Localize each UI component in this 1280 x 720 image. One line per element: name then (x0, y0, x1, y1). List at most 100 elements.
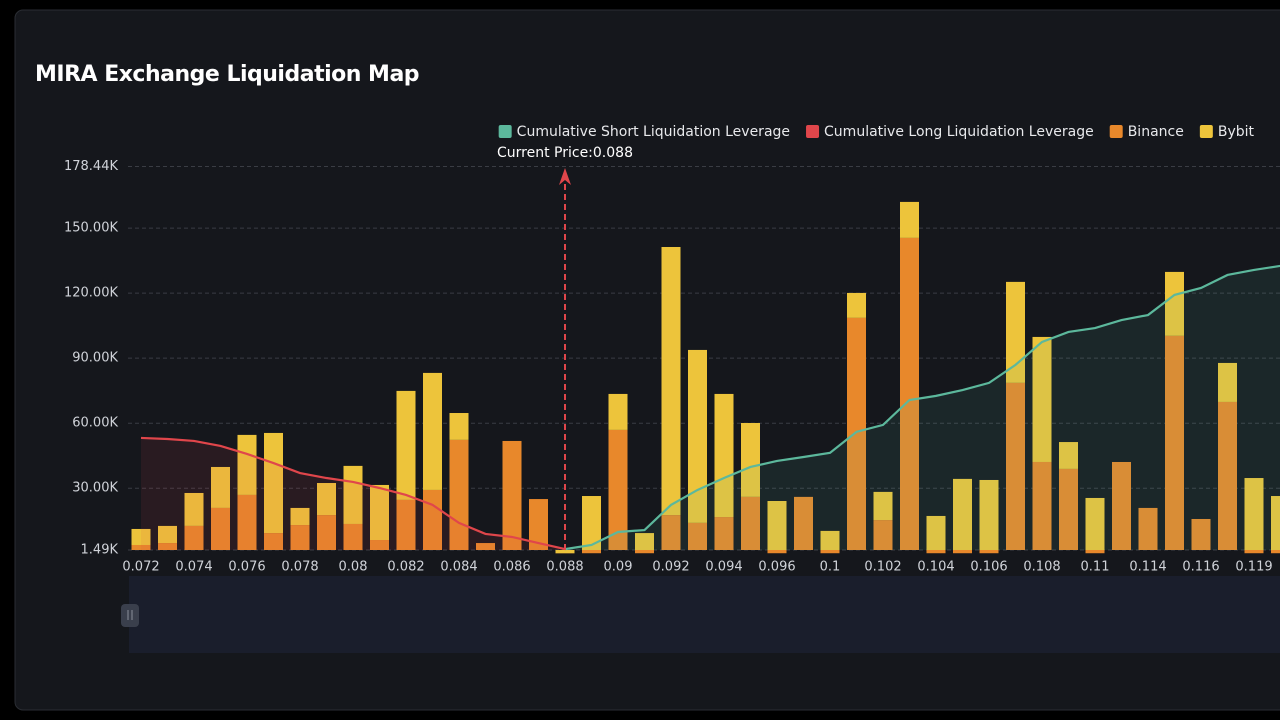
bar (1059, 468, 1078, 550)
bar (131, 528, 151, 545)
bar (211, 507, 230, 550)
x-tick-label: 0.1 (820, 560, 841, 575)
bar (396, 499, 416, 550)
bar (423, 372, 442, 490)
x-tick-label: 0.088 (546, 560, 583, 575)
bar (953, 550, 972, 554)
bar (635, 533, 654, 550)
bar (1244, 478, 1264, 550)
bar (873, 491, 893, 521)
bar (343, 523, 363, 550)
legend-label: Binance (1128, 124, 1184, 140)
x-tick-label: 0.09 (604, 560, 633, 575)
line-area (141, 437, 565, 550)
bar (608, 393, 628, 430)
bar (264, 432, 283, 534)
x-tick-label: 0.106 (970, 560, 1007, 575)
bar (873, 520, 893, 550)
bar (688, 349, 707, 523)
legend-swatch (1199, 125, 1213, 138)
y-tick-label: 60.00K (72, 416, 118, 431)
bar (688, 522, 707, 550)
bar (317, 483, 336, 516)
x-tick-label: 0.11 (1081, 560, 1110, 575)
bar (1006, 382, 1025, 550)
bar (158, 543, 177, 550)
bar (317, 515, 336, 550)
bar (1244, 550, 1264, 554)
bar (158, 525, 177, 544)
y-tick-label: 30.00K (72, 481, 118, 496)
bar (131, 544, 151, 550)
x-tick-label: 0.08 (339, 560, 368, 575)
y-tick-label: 90.00K (72, 351, 118, 366)
slider-handle[interactable] (121, 604, 139, 627)
x-tick-label: 0.084 (440, 560, 477, 575)
bar (741, 496, 760, 550)
legend-label: Bybit (1218, 124, 1255, 140)
line (140, 436, 566, 551)
bar (1006, 281, 1025, 383)
x-tick-label: 0.102 (864, 560, 901, 575)
legend-swatch (806, 125, 820, 138)
bar (1059, 442, 1078, 469)
legend: Bybit Binance Cumulative Long Liquidation … (498, 124, 1255, 140)
bar (1191, 518, 1211, 550)
bar (926, 515, 946, 550)
bar (820, 530, 840, 550)
x-tick-label: 0.092 (652, 560, 689, 575)
bar (635, 550, 654, 554)
line (564, 264, 1280, 551)
bar (582, 550, 601, 554)
bar (290, 507, 310, 526)
y-tick-label: 150.00K (64, 221, 118, 236)
x-tick-label: 0.082 (387, 560, 424, 575)
bar (661, 246, 681, 516)
current-price-arrow (559, 168, 571, 185)
bar (184, 492, 204, 526)
x-tick-label: 0.104 (917, 560, 954, 575)
bar (741, 422, 760, 497)
bar (582, 496, 601, 550)
x-tick-label: 0.116 (1182, 560, 1219, 575)
bar (794, 496, 813, 550)
y-tick-label: 120.00K (64, 286, 118, 301)
bar (1112, 461, 1131, 550)
y-tick-label: 178.44K (64, 159, 118, 174)
bar (237, 494, 257, 550)
bar (423, 489, 442, 550)
line-area (565, 265, 1280, 550)
bar (1271, 550, 1280, 554)
zoom-slider[interactable] (129, 576, 1280, 653)
bar (449, 439, 469, 550)
x-tick-label: 0.114 (1129, 560, 1166, 575)
legend-swatch (1109, 125, 1123, 138)
bar (767, 500, 787, 550)
bar (290, 525, 310, 550)
bar (608, 429, 628, 550)
bar (847, 292, 866, 318)
bar (184, 525, 204, 550)
bar (1032, 461, 1052, 550)
bar (979, 550, 999, 554)
x-tick-label: 0.119 (1235, 560, 1272, 575)
bar (979, 479, 999, 550)
bar (237, 434, 257, 495)
bar (714, 517, 734, 550)
legend-label: Cumulative Long Liquidation Leverage (824, 124, 1094, 140)
bar (370, 540, 389, 550)
x-tick-label: 0.078 (281, 560, 318, 575)
bar (1218, 401, 1237, 550)
bar (1032, 336, 1052, 462)
annotation: Current Price:0.088 (497, 145, 633, 161)
bar (529, 499, 548, 550)
x-tick-label: 0.108 (1023, 560, 1060, 575)
x-tick-label: 0.096 (758, 560, 795, 575)
legend-swatch (498, 125, 512, 138)
x-tick-label: 0.076 (228, 560, 265, 575)
bar (926, 550, 946, 554)
bar (370, 484, 389, 541)
bar (396, 390, 416, 500)
